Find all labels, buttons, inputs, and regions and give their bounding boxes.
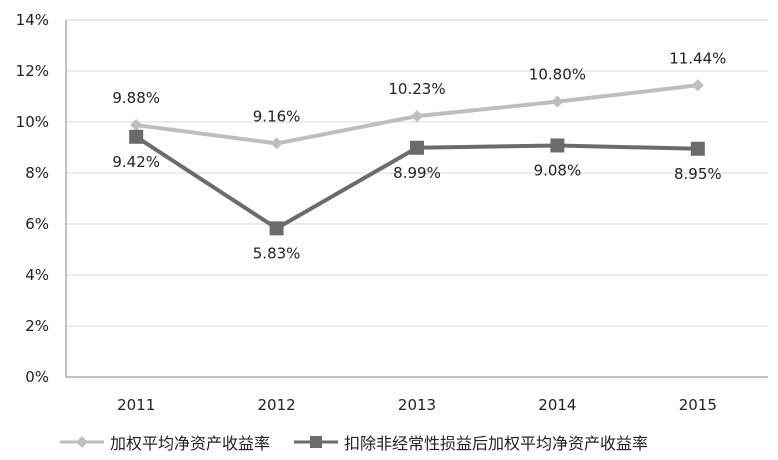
series-1-point	[130, 119, 143, 132]
series-2-point	[550, 138, 565, 153]
axes	[65, 20, 768, 378]
y-axis-tick-labels: 0% 2% 4% 6% 8% 10% 12% 14%	[16, 11, 49, 386]
data-label-series-2: 9.08%	[534, 161, 582, 179]
legend-item-series-1: 加权平均净资产收益率	[60, 430, 270, 454]
data-labels: 9.88% 9.16% 10.23% 10.80% 11.44% 9.42% 5.83% 8.…	[112, 49, 726, 262]
y-tick-label: 6%	[25, 215, 49, 233]
legend-label-series-1: 加权平均净资产收益率	[110, 434, 271, 453]
data-label-series-2: 9.42%	[112, 153, 160, 171]
data-label-series-1: 9.16%	[253, 107, 301, 125]
x-tick-label: 2013	[398, 396, 436, 414]
data-label-series-1: 9.88%	[112, 89, 160, 107]
series-1-point	[411, 110, 423, 123]
y-tick-label: 0%	[25, 368, 49, 386]
data-label-series-1: 11.44%	[669, 49, 726, 67]
x-axis-tick-labels: 2011 2012 2013 2014 2015	[117, 396, 717, 414]
y-tick-label: 8%	[25, 164, 49, 182]
series-2-point	[129, 129, 144, 144]
line-chart: 0% 2% 4% 6% 8% 10% 12% 14% 2011 2012 2013 2014 2015…	[16, 11, 768, 414]
data-label-series-2: 8.95%	[674, 165, 722, 183]
legend-item-series-2: 扣除非经常性损益后加权平均净资产收益率	[294, 430, 648, 454]
x-tick-label: 2011	[117, 396, 155, 414]
x-tick-label: 2014	[538, 396, 576, 414]
series-1-point	[551, 95, 564, 108]
y-tick-label: 10%	[16, 113, 49, 131]
series-2-point	[269, 221, 284, 236]
x-tick-label: 2015	[679, 396, 717, 414]
y-tick-label: 2%	[25, 317, 49, 335]
series-2-point	[690, 141, 705, 156]
y-tick-label: 14%	[16, 11, 49, 29]
series-2-point	[410, 140, 424, 155]
data-label-series-2: 5.83%	[253, 244, 301, 262]
y-tick-label: 12%	[16, 62, 49, 80]
series-1-point	[691, 79, 704, 92]
legend-label-series-2: 扣除非经常性损益后加权平均净资产收益率	[344, 434, 649, 453]
data-label-series-1: 10.23%	[388, 80, 445, 98]
legend-swatch-square	[294, 436, 339, 448]
series-lines	[129, 79, 705, 236]
legend: 加权平均净资产收益率 扣除非经常性损益后加权平均净资产收益率	[60, 430, 672, 454]
series-1-point	[270, 137, 283, 150]
legend-swatch-diamond	[60, 436, 104, 448]
data-label-series-1: 10.80%	[529, 66, 586, 84]
data-label-series-2: 8.99%	[393, 164, 441, 182]
y-tick-label: 4%	[25, 266, 49, 284]
x-tick-label: 2012	[258, 396, 296, 414]
